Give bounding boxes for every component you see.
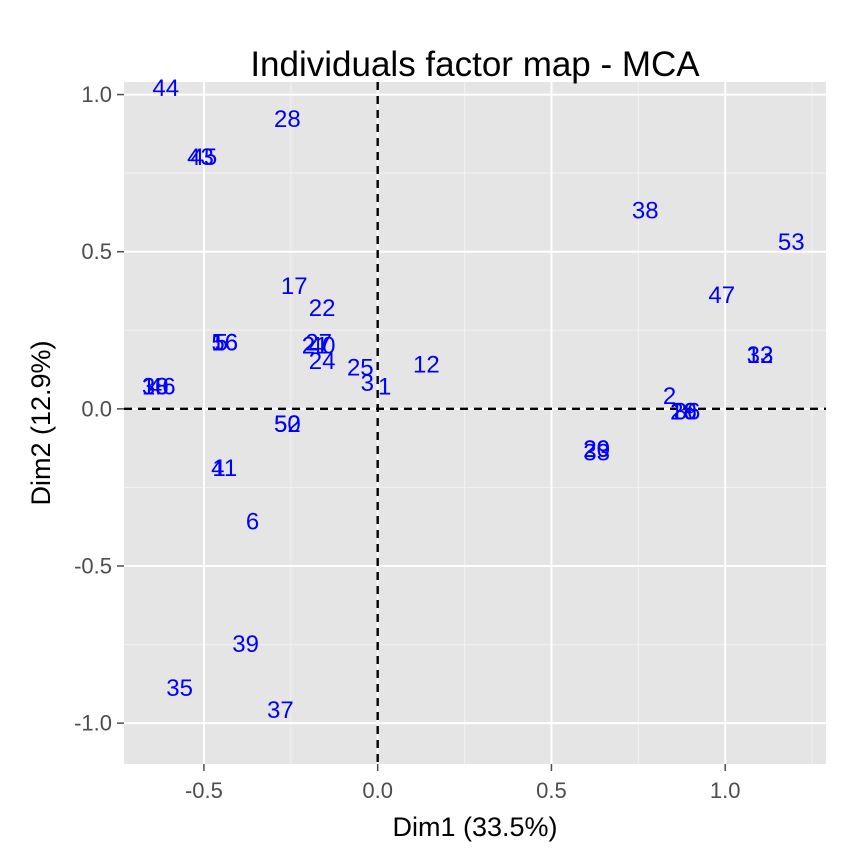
point-label: 32 bbox=[747, 342, 774, 369]
chart-title: Individuals factor map - MCA bbox=[250, 45, 700, 84]
point-label: 27 bbox=[305, 329, 332, 356]
point-label: 44 bbox=[152, 75, 179, 102]
point-label: 45 bbox=[191, 144, 218, 171]
point-label: 47 bbox=[708, 282, 735, 309]
x-tick-label: -0.5 bbox=[185, 778, 223, 803]
x-tick-label: 1.0 bbox=[710, 778, 741, 803]
point-label: 4 bbox=[211, 455, 224, 482]
point-label: 40 bbox=[309, 333, 336, 360]
point-label: 1 bbox=[378, 373, 391, 400]
point-label: 3 bbox=[361, 370, 374, 397]
point-label: 36 bbox=[674, 399, 701, 426]
point-label: 29 bbox=[583, 436, 610, 463]
point-label: 6 bbox=[246, 509, 259, 536]
x-tick-label: 0.5 bbox=[536, 778, 567, 803]
point-label: 46 bbox=[149, 373, 176, 400]
reference-lines bbox=[124, 82, 826, 764]
point-label: 56 bbox=[211, 329, 238, 356]
y-tick-label: 0.5 bbox=[81, 239, 112, 264]
minor-gridlines bbox=[124, 82, 826, 764]
x-axis-title: Dim1 (33.5%) bbox=[392, 812, 557, 842]
point-label: 12 bbox=[413, 351, 440, 378]
point-label: 50 bbox=[274, 411, 301, 438]
point-label: 2 bbox=[663, 383, 676, 410]
y-tick-label: 1.0 bbox=[81, 82, 112, 107]
point-label: 19 bbox=[670, 399, 697, 426]
point-label: 11 bbox=[212, 455, 237, 482]
point-label: 18 bbox=[142, 373, 169, 400]
point-label: 26 bbox=[670, 399, 697, 426]
point-label: 16 bbox=[211, 329, 238, 356]
y-axis-ticks: -1.0 -0.5 0.0 0.5 1.0 bbox=[74, 82, 124, 736]
point-label: 22 bbox=[309, 295, 336, 322]
point-label: 25 bbox=[347, 355, 374, 382]
y-tick-label: 0.0 bbox=[81, 396, 112, 421]
major-gridlines bbox=[124, 82, 826, 764]
point-label: 20 bbox=[583, 436, 610, 463]
y-tick-label: -1.0 bbox=[74, 711, 112, 736]
y-axis-title: Dim2 (12.9%) bbox=[26, 340, 56, 505]
point-label: 13 bbox=[747, 342, 774, 369]
point-label: 37 bbox=[267, 697, 294, 724]
point-label: 38 bbox=[632, 197, 659, 224]
point-label: 39 bbox=[232, 631, 259, 658]
point-label: 21 bbox=[302, 333, 329, 360]
point-label: 52 bbox=[274, 411, 301, 438]
point-label: 5 bbox=[215, 329, 228, 356]
point-label: 17 bbox=[281, 273, 308, 300]
x-axis-ticks: -0.5 0.0 0.5 1.0 bbox=[185, 764, 741, 803]
x-tick-label: 0.0 bbox=[362, 778, 393, 803]
point-label: 33 bbox=[583, 439, 610, 466]
point-label: 43 bbox=[187, 144, 214, 171]
point-label: 53 bbox=[778, 229, 805, 256]
point-label: 28 bbox=[274, 106, 301, 133]
point-label: 24 bbox=[309, 348, 336, 375]
panel-background bbox=[124, 82, 826, 764]
point-label: 30 bbox=[142, 373, 169, 400]
point-label: 35 bbox=[166, 675, 193, 702]
y-tick-label: -0.5 bbox=[74, 554, 112, 579]
